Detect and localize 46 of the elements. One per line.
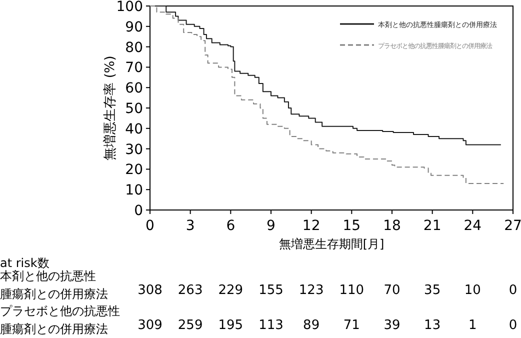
text: 263 — [178, 283, 203, 298]
text: 0 — [508, 283, 518, 298]
text: 110 — [339, 283, 364, 298]
text: 本剤と他の抗悪性腫瘍剤との併用療法 — [0, 269, 108, 301]
text: 35 — [424, 283, 441, 298]
text: 70 — [384, 283, 400, 298]
y-axis-title: 無増悪生存率 (%) — [102, 56, 118, 160]
y-tick-label: 70 — [125, 60, 143, 76]
text: 259 — [178, 318, 203, 333]
x-tick-label: 15 — [342, 218, 361, 234]
x-tick-label: 18 — [383, 218, 401, 234]
y-tick-label: 30 — [125, 142, 143, 158]
text: 0 — [508, 318, 518, 333]
text: 155 — [258, 283, 284, 298]
x-tick-label: 3 — [186, 218, 195, 234]
text: プラセボと他の抗悪性腫瘍剤との併用療法 — [0, 304, 120, 336]
x-tick-label: 21 — [423, 218, 442, 234]
y-tick-label: 60 — [125, 80, 143, 97]
text: 309 — [138, 318, 162, 333]
y-tick-label: 10 — [125, 182, 143, 199]
y-tick-label: 90 — [125, 19, 143, 36]
text: 195 — [218, 318, 244, 333]
x-tick-label: 27 — [504, 218, 521, 234]
text: 308 — [138, 283, 162, 298]
text: 89 — [303, 318, 320, 333]
text: 71 — [343, 318, 360, 333]
text: 39 — [384, 318, 400, 333]
y-tick-label: 20 — [125, 162, 143, 178]
text: 13 — [424, 318, 441, 333]
x-tick-label: 6 — [226, 218, 236, 234]
y-tick-label: 50 — [125, 101, 143, 117]
text: 229 — [218, 283, 244, 298]
text: 1 — [468, 318, 477, 333]
y-tick-label: 0 — [134, 203, 143, 219]
text: at risk数 — [0, 256, 50, 270]
x-tick-label: 9 — [266, 218, 276, 234]
x-tick-label: 0 — [146, 218, 154, 234]
y-tick-label: 100 — [116, 0, 143, 15]
x-tick-label: 12 — [302, 218, 320, 234]
text: 10 — [464, 283, 481, 298]
text: 113 — [258, 318, 284, 333]
text: 123 — [298, 283, 324, 298]
y-tick-label: 80 — [125, 40, 143, 56]
y-tick-label: 40 — [125, 121, 143, 138]
x-axis-title: 無増悪生存期間[月] — [278, 237, 384, 251]
x-tick-label: 24 — [464, 218, 482, 234]
